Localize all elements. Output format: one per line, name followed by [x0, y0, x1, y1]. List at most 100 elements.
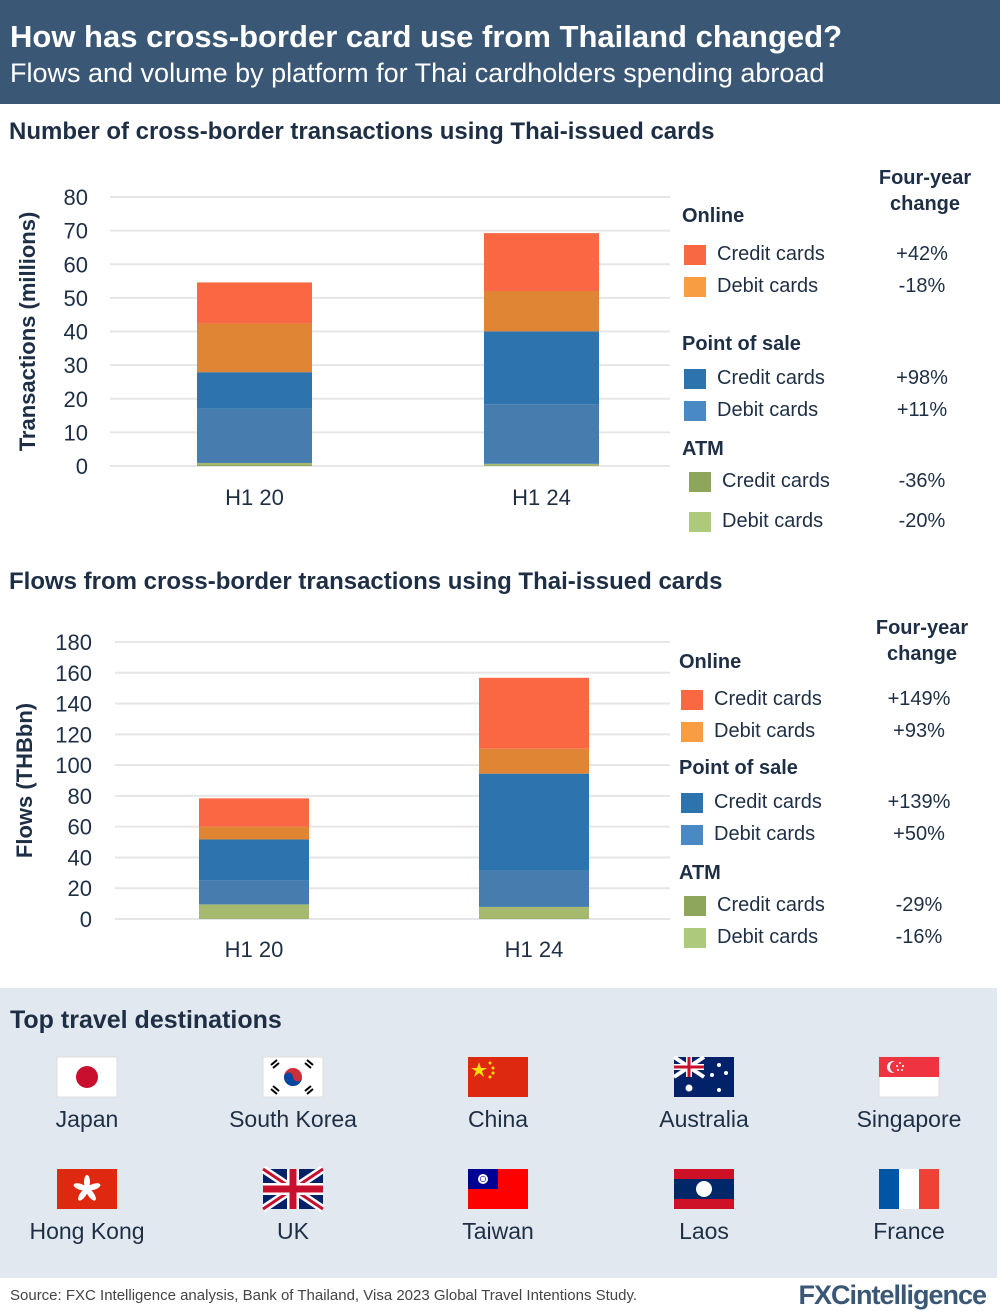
bar-segment-atm-debit	[479, 906, 589, 919]
legend-swatch	[684, 927, 706, 948]
bar-segment-point-of-sale-debit	[484, 404, 599, 464]
flag-australia-icon	[673, 1055, 734, 1097]
bar-segment-point-of-sale-debit	[197, 408, 312, 463]
bar-segment-point-of-sale-credit	[479, 773, 589, 871]
country-name: Laos	[679, 1218, 729, 1244]
four-year-change-value: +93%	[893, 720, 945, 742]
bar-segment-atm-credit	[479, 918, 589, 919]
legend-swatch	[684, 400, 706, 421]
destination-australia: Australia	[604, 1054, 804, 1133]
legend-group-title: Point of sale	[679, 757, 798, 779]
flag-france-icon	[879, 1169, 939, 1209]
destinations-title: Top travel destinations	[10, 1006, 282, 1034]
header: How has cross-border card use from Thail…	[0, 0, 1000, 104]
y-axis-label: Flows (THBbn)	[12, 703, 37, 858]
bar-segment-online-debit	[199, 826, 309, 840]
four-year-change-value: -18%	[898, 275, 946, 297]
legend-group-title: Online	[682, 205, 745, 227]
four-year-change-value: +149%	[887, 688, 951, 710]
legend-group-title: Online	[679, 651, 742, 673]
destination-singapore: Singapore	[809, 1054, 1000, 1133]
x-tick-label: H1 20	[225, 485, 284, 510]
chart2-title: Flows from cross-border transactions usi…	[9, 568, 723, 595]
transactions-chart: 0 10 20 30 40 50 60 70 80 Transactions (millions)…	[15, 185, 670, 510]
legend-item: Credit cards	[684, 470, 830, 493]
legend-group-title: ATM	[679, 862, 721, 884]
destinations-panel: Top travel destinations Japan South Korea…	[0, 988, 997, 1278]
legend-item: Credit cards	[681, 894, 825, 917]
four-year-change-header: Four-year change	[878, 167, 972, 215]
y-tick-label: 50	[64, 286, 88, 311]
y-tick-label: 30	[64, 353, 88, 378]
x-tick-label: H1 24	[505, 937, 564, 962]
x-tick-label: H1 20	[225, 937, 284, 962]
destination-hong-kong: Hong Kong	[0, 1166, 187, 1245]
legend-label: Credit cards	[717, 243, 825, 265]
legend-swatch	[681, 721, 703, 742]
legend-item: Credit cards	[681, 791, 822, 814]
country-name: Taiwan	[462, 1218, 534, 1244]
bar-segment-atm-debit	[484, 463, 599, 466]
y-tick-label: 80	[64, 185, 88, 210]
bar-segment-point-of-sale-credit	[484, 331, 599, 405]
legend-item: Credit cards	[681, 688, 822, 711]
country-name: South Korea	[229, 1106, 357, 1132]
destination-uk: UK	[193, 1166, 393, 1245]
bar-segment-online-debit	[197, 323, 312, 373]
destination-taiwan: Taiwan	[398, 1166, 598, 1245]
destination-china: China	[398, 1054, 598, 1133]
flag-singapore-icon	[878, 1056, 940, 1098]
country-name: China	[467, 1106, 529, 1132]
legend-swatch	[684, 244, 706, 265]
bar-segment-point-of-sale-debit	[479, 870, 589, 907]
bar-segment-atm-credit	[484, 465, 599, 466]
legend-item: Credit cards	[684, 367, 825, 390]
four-year-change-value: -29%	[895, 894, 943, 916]
destination-japan: Japan	[0, 1054, 187, 1133]
bar-segment-online-debit	[479, 748, 589, 774]
four-year-change-value: +42%	[896, 243, 948, 265]
x-tick-label: H1 24	[512, 485, 571, 510]
four-year-change-value: +50%	[893, 823, 945, 845]
y-tick-label: 0	[80, 907, 92, 932]
legend-swatch	[681, 689, 703, 710]
country-name: UK	[277, 1218, 309, 1244]
y-tick-label: 120	[55, 722, 92, 747]
bar-segment-point-of-sale-debit	[199, 880, 309, 905]
legend-label: Credit cards	[714, 791, 822, 813]
four-year-change-value: +139%	[887, 791, 951, 813]
four-year-change-value: +11%	[896, 399, 948, 421]
legend-swatch	[684, 276, 706, 297]
y-tick-label: 180	[55, 630, 92, 655]
legend-item: Debit cards	[681, 720, 815, 743]
four-year-change-value: -16%	[895, 926, 943, 948]
y-tick-label: 160	[55, 661, 92, 686]
four-year-change-value: -20%	[898, 510, 946, 532]
y-tick-label: 40	[64, 320, 88, 345]
destination-france: France	[809, 1166, 1000, 1245]
bar-segment-atm-credit	[199, 918, 309, 919]
flag-uk-icon	[262, 1166, 324, 1212]
y-tick-label: 60	[68, 815, 92, 840]
legend-swatch	[689, 511, 711, 532]
legend-group-title: Point of sale	[682, 333, 801, 355]
legend-item: Debit cards	[684, 275, 818, 298]
legend-label: Debit cards	[722, 510, 824, 532]
y-tick-label: 10	[64, 420, 88, 445]
y-tick-label: 20	[68, 876, 92, 901]
legend-swatch	[684, 895, 706, 916]
legend-label: Debit cards	[717, 275, 819, 297]
bar-segment-point-of-sale-credit	[197, 372, 312, 409]
y-tick-label: 60	[64, 252, 88, 277]
legend-label: Debit cards	[717, 926, 819, 948]
fxc-logo: FXCintelligence	[798, 1280, 987, 1310]
flows-chart: 0 20 40 60 80 100 120 140 160 180 Flows (THBbn) H1 …	[12, 630, 670, 962]
legend-swatch	[689, 471, 711, 492]
legend-swatch	[684, 368, 706, 389]
subtitle: Flows and volume by platform for Thai ca…	[10, 58, 825, 88]
legend-swatch	[681, 792, 703, 813]
four-year-change-value: +98%	[896, 367, 948, 389]
bar-segment-atm-credit	[197, 464, 312, 466]
legend-label: Credit cards	[714, 688, 822, 710]
bar-segment-atm-debit	[199, 904, 309, 919]
